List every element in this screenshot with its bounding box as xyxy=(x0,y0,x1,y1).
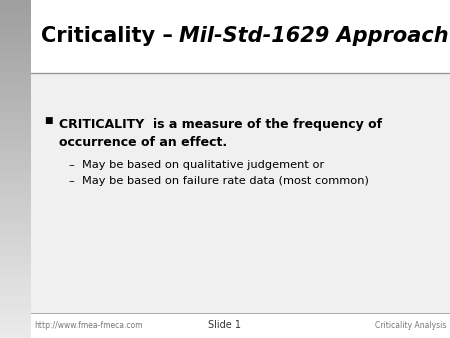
Text: http://www.fmea-fmeca.com: http://www.fmea-fmeca.com xyxy=(35,321,143,330)
Text: ■: ■ xyxy=(45,116,53,125)
Text: occurrence of an effect.: occurrence of an effect. xyxy=(58,136,227,149)
Bar xyxy=(31,0,450,73)
Text: Criticality Analysis: Criticality Analysis xyxy=(374,321,446,330)
Text: Slide 1: Slide 1 xyxy=(208,320,242,330)
Text: Criticality –: Criticality – xyxy=(40,26,180,46)
Text: –  May be based on failure rate data (most common): – May be based on failure rate data (mos… xyxy=(68,176,369,186)
Text: –  May be based on qualitative judgement or: – May be based on qualitative judgement … xyxy=(68,160,324,170)
Text: Mil-Std-1629 Approach: Mil-Std-1629 Approach xyxy=(179,26,448,46)
Text: CRITICALITY  is a measure of the frequency of: CRITICALITY is a measure of the frequenc… xyxy=(58,118,382,131)
Bar xyxy=(31,73,450,313)
